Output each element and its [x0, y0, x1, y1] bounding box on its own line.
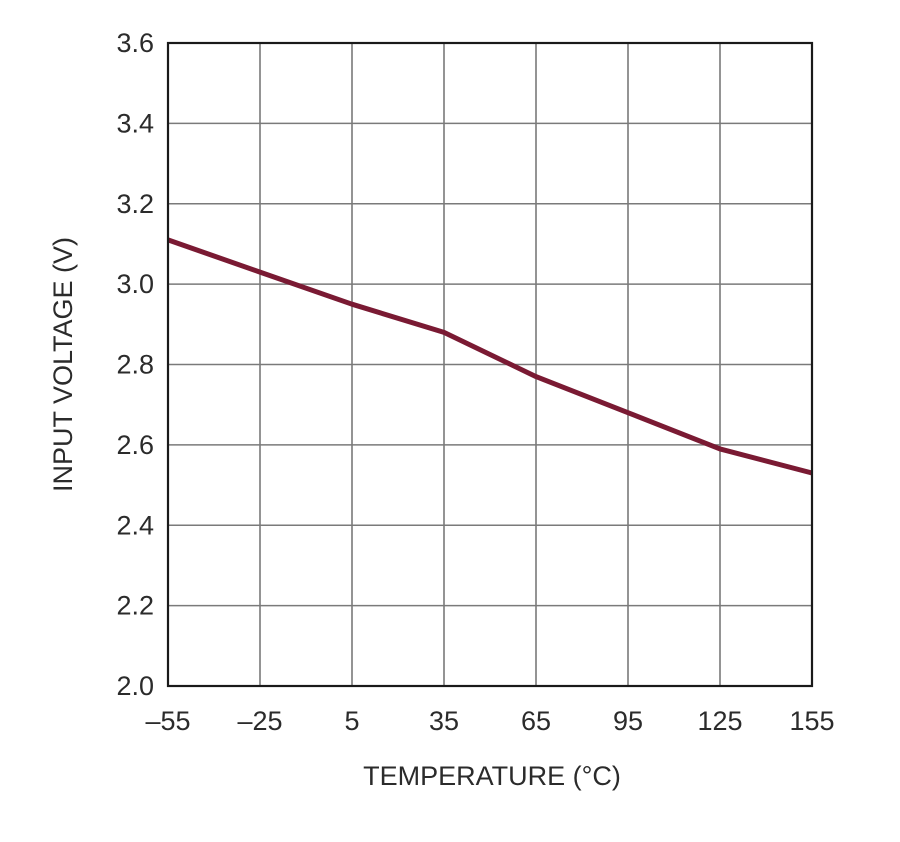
x-tick-label: 95: [613, 706, 643, 736]
y-tick-label: 3.4: [116, 108, 154, 138]
y-tick-label: 2.6: [116, 430, 154, 460]
plot-frame: [166, 41, 814, 688]
y-tick-label: 3.6: [116, 28, 154, 58]
y-tick-label: 2.0: [116, 671, 154, 701]
series-group: [167, 237, 813, 476]
x-tick-label: –55: [145, 706, 190, 736]
x-axis-title: TEMPERATURE (°C): [363, 761, 621, 791]
y-tick-labels: 2.0 2.2 2.4 2.6 2.8 3.0 3.2 3.4 3.6: [116, 28, 154, 701]
x-tick-labels: –55 –25 5 35 65 95 125 155: [145, 706, 834, 736]
y-tick-label: 2.2: [116, 591, 154, 621]
x-tick-label: 155: [789, 706, 834, 736]
y-tick-label: 2.8: [116, 350, 154, 380]
grid-lines: [167, 42, 813, 687]
x-tick-label: 65: [521, 706, 551, 736]
y-axis-title: INPUT VOLTAGE (V): [48, 237, 78, 492]
x-tick-label: –25: [237, 706, 282, 736]
x-tick-label: 125: [697, 706, 742, 736]
y-tick-label: 3.0: [116, 269, 154, 299]
x-tick-label: 35: [429, 706, 459, 736]
series-line-0: [167, 237, 813, 476]
x-tick-label: 5: [344, 706, 359, 736]
y-tick-label: 3.2: [116, 189, 154, 219]
y-tick-label: 2.4: [116, 510, 154, 540]
